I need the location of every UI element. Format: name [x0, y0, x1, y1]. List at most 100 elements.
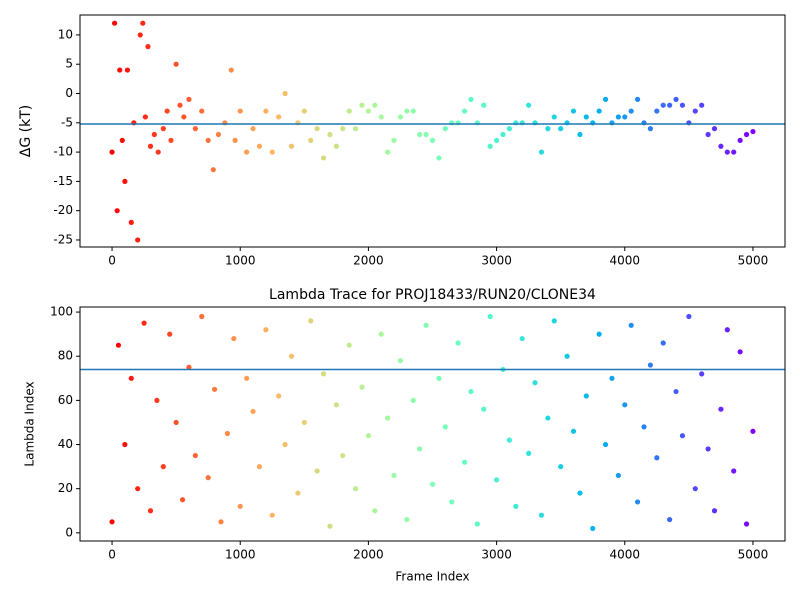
- point: [628, 322, 634, 328]
- point: [654, 108, 660, 114]
- point: [570, 108, 577, 114]
- point: [577, 490, 583, 496]
- point: [151, 131, 157, 138]
- point: [551, 318, 557, 324]
- point: [538, 512, 545, 518]
- point: [256, 464, 263, 470]
- point: [461, 459, 468, 465]
- x-tick-label: 3000: [481, 254, 512, 268]
- point: [352, 486, 359, 492]
- point: [385, 415, 391, 421]
- point: [487, 313, 493, 320]
- point: [481, 406, 487, 412]
- point: [449, 499, 455, 505]
- point: [160, 464, 166, 470]
- point: [352, 126, 359, 132]
- y-tick-label: -5: [61, 115, 73, 129]
- point: [263, 327, 269, 333]
- y-tick-label: -10: [53, 145, 73, 159]
- point: [583, 393, 589, 399]
- x-tick-label: 1000: [225, 254, 256, 268]
- point: [699, 371, 705, 377]
- point: [634, 499, 641, 505]
- point: [333, 402, 339, 408]
- point: [692, 486, 698, 492]
- point: [404, 108, 410, 114]
- point: [596, 331, 602, 337]
- point: [673, 388, 679, 395]
- point: [602, 96, 609, 102]
- point: [436, 155, 442, 161]
- point: [128, 219, 134, 225]
- point: [164, 108, 170, 114]
- point: [410, 397, 416, 403]
- point: [455, 340, 461, 346]
- point: [596, 108, 602, 114]
- point: [186, 96, 192, 102]
- point: [269, 149, 275, 155]
- point: [256, 143, 263, 149]
- point: [282, 90, 288, 97]
- point: [615, 114, 621, 120]
- point: [538, 149, 545, 155]
- point: [711, 126, 718, 132]
- chart-title: Lambda Trace for PROJ18433/RUN20/CLONE34: [269, 287, 596, 303]
- point: [128, 375, 134, 381]
- point: [526, 450, 532, 456]
- point: [288, 143, 295, 149]
- point: [340, 452, 346, 459]
- point: [526, 102, 532, 108]
- point: [228, 67, 234, 73]
- point: [333, 143, 339, 149]
- point: [124, 67, 131, 73]
- point: [493, 477, 500, 483]
- point: [731, 468, 737, 474]
- point: [570, 428, 577, 434]
- axes-frame: [79, 14, 786, 248]
- point: [590, 525, 596, 532]
- point: [359, 102, 365, 108]
- point: [199, 108, 205, 114]
- point: [320, 155, 327, 161]
- point: [210, 167, 216, 173]
- point: [750, 128, 756, 135]
- point: [137, 32, 143, 38]
- point: [205, 137, 211, 143]
- point: [423, 322, 429, 328]
- point: [135, 486, 141, 492]
- point: [301, 419, 307, 426]
- point: [731, 149, 737, 155]
- point: [232, 137, 238, 143]
- point: [346, 342, 352, 348]
- point: [145, 44, 151, 50]
- point: [622, 114, 628, 120]
- x-tick-label: 4000: [609, 548, 640, 562]
- point: [481, 102, 487, 108]
- point: [417, 446, 423, 452]
- point: [705, 446, 711, 452]
- point: [436, 375, 442, 381]
- point: [250, 126, 256, 132]
- point: [141, 320, 147, 326]
- point: [673, 96, 679, 102]
- point: [365, 433, 372, 439]
- point: [327, 131, 333, 138]
- point: [181, 114, 187, 120]
- point: [705, 131, 711, 138]
- point: [140, 20, 146, 26]
- point: [177, 102, 183, 108]
- point: [117, 67, 123, 73]
- point: [641, 424, 647, 430]
- axes-frame: [79, 306, 786, 542]
- point: [142, 114, 148, 120]
- x-tick-label: 5000: [738, 548, 769, 562]
- point: [679, 102, 686, 108]
- point: [250, 408, 256, 415]
- point: [699, 102, 705, 108]
- point: [429, 137, 436, 143]
- point: [667, 102, 673, 108]
- point: [276, 393, 282, 399]
- point: [602, 441, 609, 448]
- point: [199, 313, 205, 320]
- point: [320, 371, 327, 377]
